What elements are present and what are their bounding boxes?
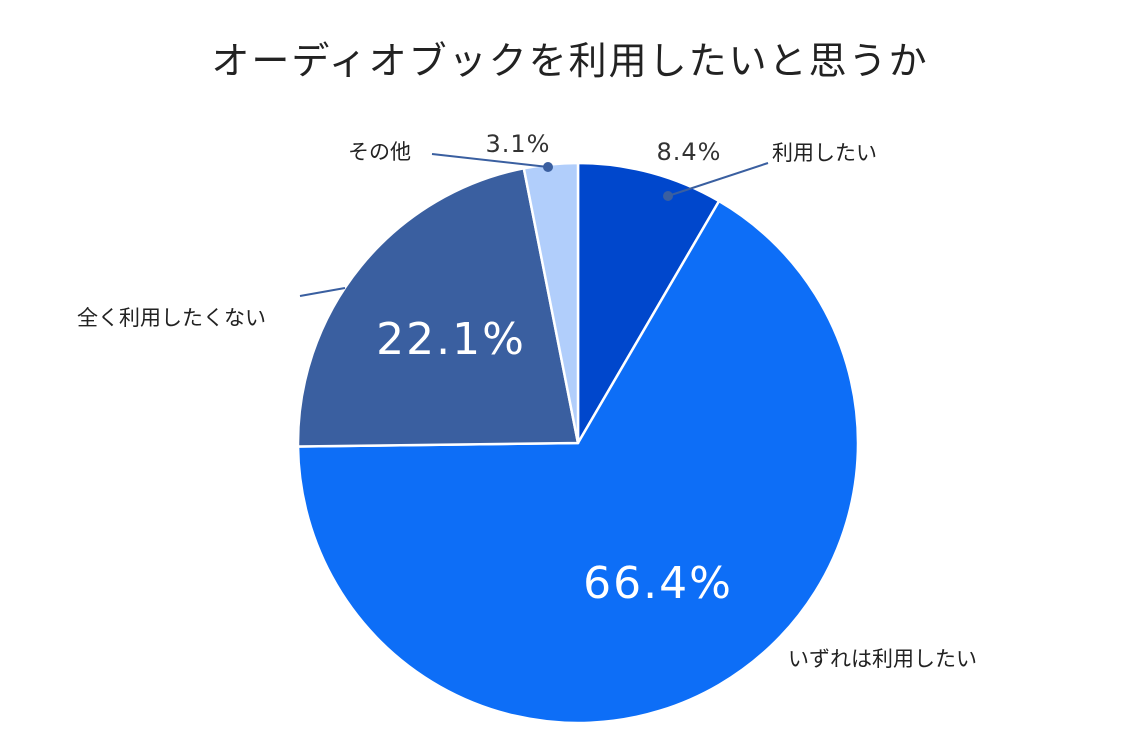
chart-title: オーディオブックを利用したいと思うか [211,39,929,83]
slice-category-label: その他 [348,140,411,164]
slice-category-label: 利用したい [772,141,877,165]
leader-dot [543,162,553,172]
leader-line [431,153,549,168]
leader-line [299,287,346,297]
slice-category-label: 全く利用したくない [77,306,266,330]
pie-slice [296,167,580,448]
slice-value-label: 8.4% [657,138,722,166]
pie-slices [296,161,860,725]
pie-labels: 8.4% 利用したい 66.4% いずれは利用したい 22.1% 全く利用したくない 3.1… [77,130,977,671]
slice-value-label: 66.4% [583,558,733,609]
slice-value-label: 22.1% [376,314,526,365]
leader-dot [663,191,673,201]
pie-slice [576,161,721,445]
slice-category-label: いずれは利用したい [788,647,977,671]
pie-slice [296,199,860,725]
leader-line [667,162,769,197]
slice-value-label: 3.1% [486,130,551,158]
